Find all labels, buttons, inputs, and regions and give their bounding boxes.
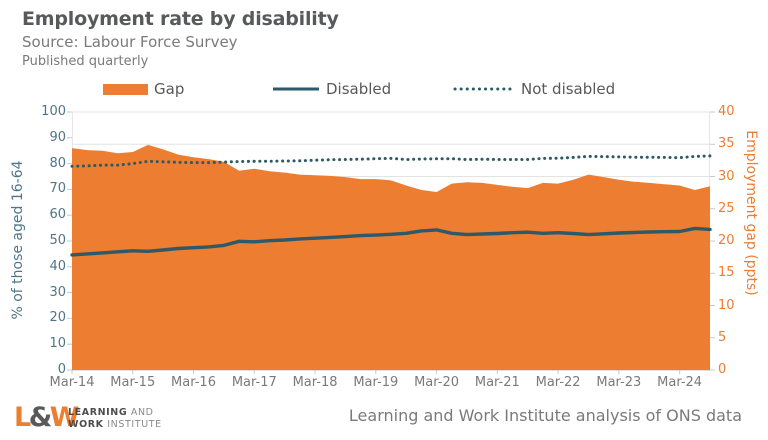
logo-letter-w: W [49,402,80,433]
y-right-tick-label: 40 [718,104,735,119]
y-left-tick-label: 80 [49,155,66,171]
not-disabled-series [70,154,712,168]
y-right-tick-label: 35 [718,136,735,152]
x-tick-label: Mar-20 [414,375,460,390]
x-tick-label: Mar-16 [171,375,216,390]
x-tick-label: Mar-17 [231,375,277,390]
y-left-tick-label: 0 [57,362,66,377]
y-axis-left-title: % of those aged 16-64 [10,160,26,320]
x-tick-label: Mar-19 [353,375,399,390]
chart-source: Source: Labour Force Survey [22,33,238,51]
legend-item-not-disabled: Not disabled [453,80,616,98]
logo-line-1: LEARNING AND [68,407,162,419]
lw-logo: L&W [14,402,80,433]
logo-institute: INSTITUTE [103,419,162,430]
x-tick-label: Mar-21 [474,375,520,390]
x-tick-label: Mar-23 [596,375,642,390]
legend-label-disabled: Disabled [326,80,392,98]
legend-label-gap: Gap [154,80,185,98]
y-left-tick-label: 90 [49,129,66,145]
y-left-tick-label: 100 [41,104,66,119]
chart-header: Employment rate by disability Source: La… [22,8,339,69]
lw-logo-text: LEARNING AND WORK INSTITUTE [68,407,162,431]
logo-work: WORK [68,419,104,430]
x-tick-label: Mar-15 [110,375,156,390]
chart-published-note: Published quarterly [22,54,149,69]
x-tick-label: Mar-24 [657,375,703,390]
y-right-tick-label: 5 [718,329,727,345]
y-right-tick-label: 15 [718,265,735,281]
logo-ampersand: & [28,402,53,433]
gap-area-swatch-icon [103,83,148,95]
legend-item-disabled: Disabled [272,80,392,98]
y-right-tick-label: 25 [718,200,735,216]
y-right-tick-label: 10 [718,297,735,313]
y-left-tick-label: 50 [49,233,66,248]
logo-and: AND [127,407,154,418]
logo-letter-l: L [14,402,31,433]
x-tick-label: Mar-14 [49,375,95,390]
y-right-tick-label: 30 [718,168,735,184]
logo-learning: LEARNING [68,407,128,418]
page-title: Employment rate by disability [22,8,339,30]
y-left-tick-label: 70 [49,181,66,197]
disabled-series [70,226,712,257]
legend-label-not-disabled: Not disabled [521,80,616,98]
logo-line-2: WORK INSTITUTE [68,419,162,431]
y-left-tick-label: 20 [49,310,66,326]
dotted-line-icon [453,87,515,91]
y-left-tick-label: 40 [49,258,66,274]
y-right-tick-label: 0 [718,362,727,377]
y-left-tick-label: 10 [49,336,66,352]
solid-line-icon [273,87,319,91]
y-right-tick-label: 20 [718,233,735,248]
plot-area [67,111,715,374]
x-tick-label: Mar-22 [535,375,581,390]
y-left-tick-label: 30 [49,284,66,300]
x-tick-label: Mar-18 [292,375,338,390]
legend-item-gap: Gap [103,80,185,98]
gap-area-series [72,144,710,370]
y-left-tick-label: 60 [49,207,66,223]
attribution-text: Learning and Work Institute analysis of … [348,406,742,425]
